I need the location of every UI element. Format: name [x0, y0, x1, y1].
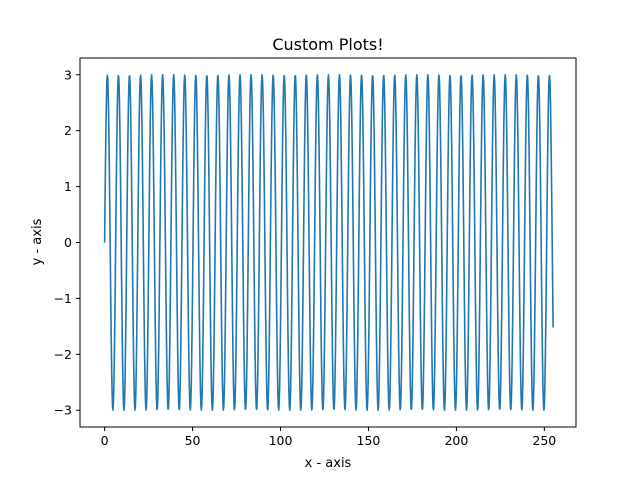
x-tick-label: 250 [532, 433, 556, 448]
x-tick-label: 50 [185, 433, 201, 448]
chart-title: Custom Plots! [272, 35, 383, 54]
y-axis: −3 −2 −1 0 1 2 3 [54, 67, 80, 418]
y-tick-label: 0 [64, 235, 72, 250]
y-tick-label: 2 [64, 123, 72, 138]
series-layer [103, 73, 554, 412]
x-tick-label: 200 [444, 433, 468, 448]
y-axis-label: y - axis [30, 218, 45, 265]
y-tick-label: −3 [54, 403, 72, 418]
x-tick-label: 0 [101, 433, 109, 448]
y-tick-label: 1 [64, 179, 72, 194]
y-tick-label: −2 [54, 347, 72, 362]
x-tick-label: 100 [269, 433, 293, 448]
x-axis: 0 50 100 150 200 250 [101, 427, 556, 448]
y-tick-label: −1 [54, 291, 72, 306]
y-tick-label: 3 [64, 67, 72, 82]
series-line [103, 73, 554, 412]
x-axis-label: x - axis [305, 456, 352, 471]
x-tick-label: 150 [357, 433, 381, 448]
